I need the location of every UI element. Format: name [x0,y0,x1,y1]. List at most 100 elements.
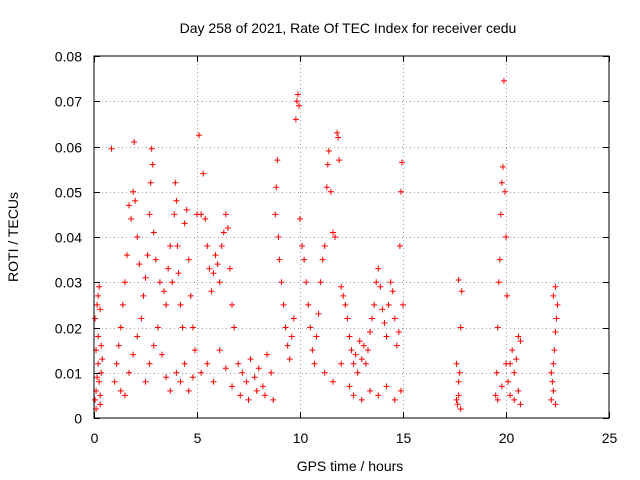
data-point [222,211,229,218]
data-point [400,301,406,308]
y-tick-label: 0.08 [55,49,82,65]
data-point [375,392,382,399]
data-point [126,369,133,376]
data-point [218,243,225,250]
data-point [95,360,102,367]
data-point [270,396,277,403]
x-tick-label: 10 [293,430,309,446]
data-point [309,347,316,354]
data-point [154,324,161,331]
data-point [158,351,165,358]
data-point [288,333,295,340]
data-point [98,369,105,376]
data-point [156,279,163,286]
data-point [548,369,555,376]
data-point [371,301,378,308]
data-point [273,184,280,191]
data-point [503,234,509,240]
data-point [121,392,128,399]
data-point [379,306,386,313]
data-point [121,279,128,286]
data-point [352,351,359,358]
data-point [455,276,462,283]
data-point [551,347,558,354]
data-point [214,261,221,268]
data-point [509,347,516,354]
x-axis-label: GPS time / hours [297,458,404,474]
y-tick-label: 0.07 [55,94,82,110]
data-point [189,374,196,381]
data-point [140,292,147,299]
data-point [329,229,336,236]
data-point [131,138,138,145]
data-point [99,356,106,363]
data-point [389,288,396,295]
data-point [317,279,324,286]
data-point [138,315,145,322]
data-point [148,145,155,152]
data-point [377,283,384,290]
data-point [397,188,404,195]
data-point [554,301,561,308]
data-point [224,224,231,231]
data-point [315,310,322,317]
data-point [147,179,154,186]
data-point [220,229,227,236]
data-point [268,369,275,376]
data-point [383,333,390,340]
data-point [202,215,209,222]
data-point [493,369,500,376]
data-point [150,229,157,236]
data-point [187,292,194,299]
data-point [311,360,318,367]
data-point [142,274,149,281]
data-point [504,292,511,299]
data-point [95,292,102,299]
data-point [134,333,141,340]
data-point [396,243,403,250]
data-point [130,351,137,358]
data-point [495,279,502,286]
data-point [323,184,330,191]
data-point [334,129,341,136]
data-point [126,202,133,209]
data-point [251,374,258,381]
data-point [108,145,115,152]
data-point [237,392,244,399]
y-tick-label: 0 [74,411,82,427]
data-point [167,387,174,394]
data-point [497,211,504,218]
data-point [383,383,390,390]
data-point [177,301,184,308]
data-point [458,288,465,295]
data-point [119,301,126,308]
data-point [117,387,124,394]
data-point [494,396,501,403]
data-point [455,378,462,385]
data-point [144,252,151,259]
data-point [453,396,460,403]
data-point [185,256,192,263]
data-point [181,360,188,367]
chart-title: Day 258 of 2021, Rate Of TEC Index for r… [180,20,517,36]
data-point [161,288,168,295]
data-point [264,351,271,358]
data-point [492,392,499,399]
data-point [117,324,124,331]
data-point [348,347,355,354]
data-point [346,333,353,340]
data-point [167,243,174,250]
data-point [132,197,139,204]
data-point [299,243,306,250]
data-point [290,315,297,322]
data-point [231,324,238,331]
data-point [280,301,287,308]
data-point [200,170,207,177]
data-point [185,387,192,394]
data-point [552,329,559,336]
data-point [307,324,314,331]
data-point [134,234,141,240]
data-point [552,401,559,408]
data-point [327,188,334,195]
data-point [457,405,464,412]
